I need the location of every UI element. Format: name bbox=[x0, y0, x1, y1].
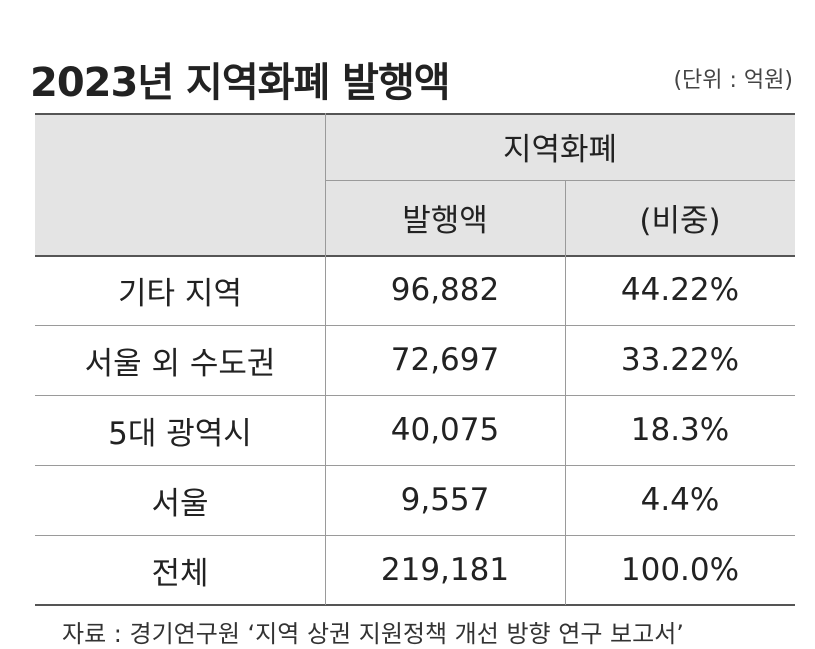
table-cell: 219,181 bbox=[380, 552, 510, 588]
table-cell: 40,075 bbox=[390, 412, 500, 448]
row-label: 전체 bbox=[151, 555, 209, 592]
row-line bbox=[35, 325, 795, 326]
unit: (단위 : 억원) bbox=[673, 68, 793, 93]
col-line bbox=[325, 113, 326, 605]
row-label: 기타 지역 bbox=[118, 275, 242, 312]
table-cell: 18.3% bbox=[630, 412, 730, 448]
row-label: 서울 bbox=[151, 485, 209, 522]
col-line bbox=[565, 180, 566, 605]
table-cell: 33.22% bbox=[620, 342, 740, 378]
table-cell: 72,697 bbox=[390, 342, 500, 378]
column-header: (비중) bbox=[639, 203, 721, 239]
source: 자료 : 경기연구원 ‘지역 상권 지원정책 개선 방향 연구 보고서’ bbox=[62, 620, 684, 648]
table-cell: 9,557 bbox=[400, 482, 490, 518]
header-bg bbox=[35, 113, 795, 255]
table-cell: 100.0% bbox=[620, 552, 740, 588]
header-bottom bbox=[35, 255, 795, 257]
column-header: 발행액 bbox=[402, 203, 488, 239]
row-label: 5대 광역시 bbox=[108, 415, 252, 452]
row-label: 서울 외 수도권 bbox=[84, 345, 276, 382]
group-header: 지역화폐 bbox=[502, 132, 618, 168]
top-border bbox=[35, 113, 795, 115]
table-cell: 96,882 bbox=[390, 272, 500, 308]
row-line bbox=[35, 395, 795, 396]
table-cell: 44.22% bbox=[620, 272, 740, 308]
row-line bbox=[35, 465, 795, 466]
bottom-border bbox=[35, 604, 795, 606]
row-line bbox=[35, 535, 795, 536]
table-cell: 4.4% bbox=[640, 482, 720, 518]
header-line bbox=[325, 180, 795, 181]
title: 2023년 지역화폐 발행액 bbox=[30, 60, 451, 106]
